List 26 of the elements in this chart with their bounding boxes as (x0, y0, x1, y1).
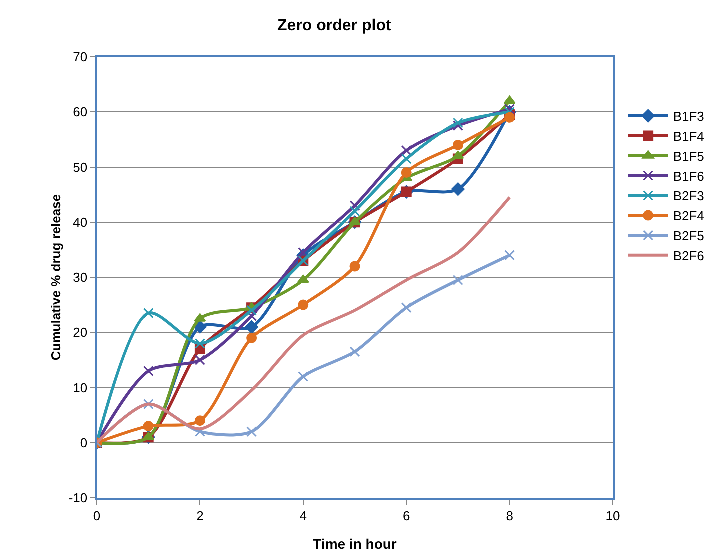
legend-label: B1F6 (673, 168, 704, 184)
y-tick-label: 40 (73, 214, 88, 230)
y-tick-label: 0 (80, 435, 88, 450)
legend-label: B1F5 (673, 148, 704, 164)
x-tick-label: 4 (300, 508, 308, 524)
y-tick-label: 10 (73, 380, 88, 396)
y-tick-label: -10 (68, 490, 88, 506)
x-tick-label: 6 (402, 508, 410, 524)
x-tick-label: 10 (606, 508, 620, 524)
y-tick-label: 70 (73, 50, 88, 65)
x-tick-label: 2 (196, 508, 204, 524)
legend-label: B2F3 (673, 188, 704, 204)
y-tick-label: 30 (73, 270, 88, 286)
chart-title: Zero order plot (278, 18, 392, 35)
y-tick-label: 20 (73, 325, 88, 340)
legend-label: B2F5 (673, 228, 704, 244)
legend-label: B1F4 (673, 129, 704, 144)
x-axis-title: Time in hour (313, 536, 398, 552)
x-tick-label: 8 (506, 508, 514, 524)
x-tick-label: 0 (93, 508, 101, 524)
y-tick-label: 60 (73, 104, 88, 120)
y-axis-title: Cumulative % drug release (48, 194, 64, 361)
y-tick-label: 50 (73, 160, 88, 175)
legend-label: B2F6 (673, 248, 704, 264)
legend-label: B2F4 (673, 208, 704, 224)
legend-label: B1F3 (673, 109, 704, 124)
